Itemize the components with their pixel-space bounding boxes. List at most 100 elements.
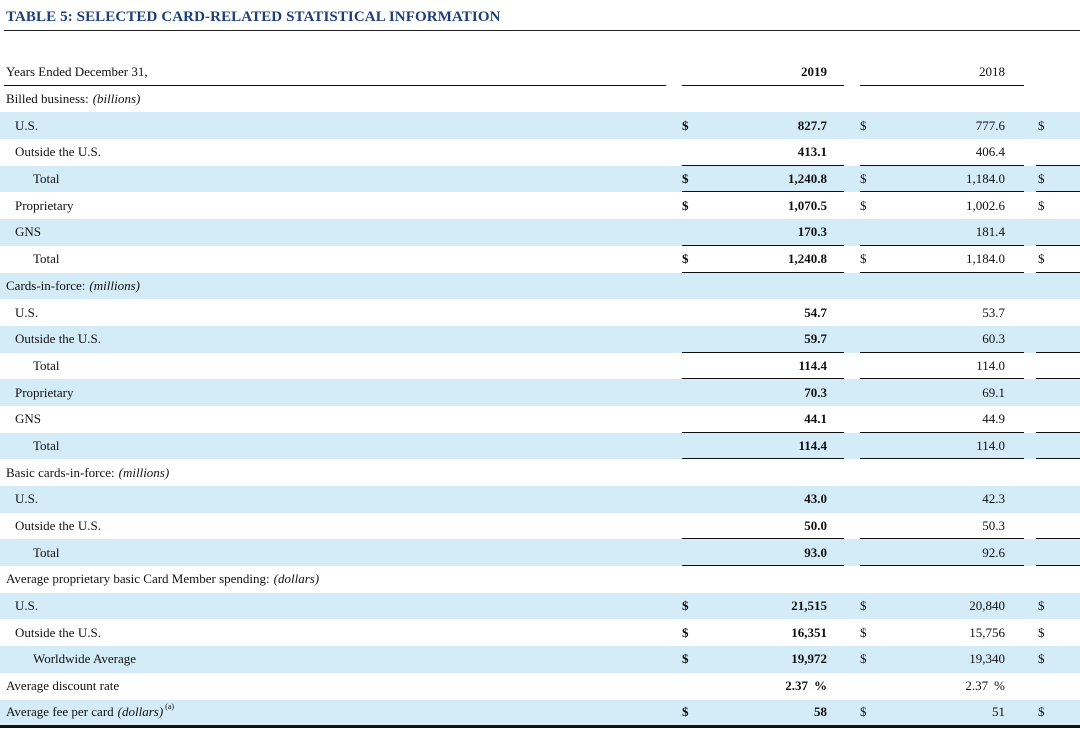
value-2019-number: 1,240.8 <box>788 251 827 267</box>
row-label-text: Outside the U.S. <box>15 518 101 534</box>
value-2018-number: 92.6 <box>982 544 1005 560</box>
header-label: Years Ended December 31, <box>6 64 148 80</box>
value-2018: 20,840 <box>860 593 1024 620</box>
row-label-text: Worldwide Average <box>33 651 137 667</box>
value-2018-number: 20,840 <box>969 598 1005 614</box>
value-2019: 827.7 <box>682 112 844 139</box>
header-divider-2018 <box>860 84 1024 86</box>
value-2018-number: 777.6 <box>975 117 1005 133</box>
subtotal-rule <box>860 271 1024 273</box>
row-label-text: Outside the U.S. <box>15 331 101 347</box>
value-2019-number: 19,972 <box>791 651 827 667</box>
subtotal-rule <box>860 458 1024 460</box>
row-label: Proprietary <box>15 379 73 406</box>
value-2018: 50.3 <box>860 513 1024 540</box>
dollar-sign-next: $ <box>1038 624 1045 640</box>
value-2018-number: 60.3 <box>982 331 1005 347</box>
row-label-text: U.S. <box>15 304 39 320</box>
row-label-text: Average discount rate <box>6 678 120 694</box>
table-row-fee-per-card: Average fee per card (dollars) (a) $ $ $58 51 <box>0 699 1080 728</box>
subtotal-rule <box>1036 191 1080 193</box>
row-label-text: Total <box>33 437 60 453</box>
value-2018: 42.3 <box>860 486 1024 513</box>
row-label-unit: (millions) <box>118 464 170 480</box>
value-2019: 21,515 <box>682 593 844 620</box>
row-label-text: Total <box>33 251 60 267</box>
value-2019-number: 1,070.5 <box>788 197 827 213</box>
value-2019-number: 413.1 <box>797 144 827 160</box>
value-2018-number: 181.4 <box>975 224 1005 240</box>
value-2018-number: 19,340 <box>969 651 1005 667</box>
row-label-text: Total <box>33 357 60 373</box>
dollar-sign-next: $ <box>1038 251 1045 267</box>
header-2018: 2018 <box>979 64 1005 80</box>
value-2019-number: 54.7 <box>804 304 827 320</box>
table-row-cards-total-2: Total 114.4 114.0 <box>0 432 1080 460</box>
row-label-text: Outside the U.S. <box>15 624 101 640</box>
table-row-cards-us: U.S. 54.7 53.7 <box>0 299 1080 326</box>
dollar-sign-2018: $ <box>860 651 867 667</box>
dollar-sign-2019: $ <box>682 704 689 719</box>
title-divider <box>4 30 1080 31</box>
value-2018: 1,002.6 <box>860 192 1024 219</box>
row-label-text: Proprietary <box>15 384 74 400</box>
row-label: Average discount rate <box>6 673 119 700</box>
row-label-text: Total <box>33 544 60 560</box>
row-label-text: Basic cards-in-force: <box>6 464 115 480</box>
value-2019: 54.7 <box>682 299 844 326</box>
table-row-cards-total: Total 114.4 114.0 <box>0 353 1080 380</box>
value-2018: 53.7 <box>860 299 1024 326</box>
subtotal-rule <box>682 271 844 273</box>
row-label-text: GNS <box>15 224 42 240</box>
subtotal-rule <box>682 164 844 166</box>
subtotal-rule <box>1036 458 1080 460</box>
value-2019: 44.1 <box>682 406 844 433</box>
value-2019-number: 16,351 <box>791 624 827 640</box>
value-2019: 413.1 <box>682 139 844 166</box>
value-2019-number: 1,240.8 <box>788 171 827 187</box>
table-row-billed-total: Total $ $ $1,240.8 1,184.0 <box>0 165 1080 193</box>
value-2019: 1,070.5 <box>682 192 844 219</box>
value-2019: 58 <box>682 700 844 725</box>
table-row-cards-proprietary: Proprietary 70.3 69.1 <box>0 379 1080 406</box>
subtotal-rule <box>1036 271 1080 273</box>
subtotal-rule <box>860 351 1024 353</box>
subtotal-rule <box>682 351 844 353</box>
value-2018: 69.1 <box>860 379 1024 406</box>
row-label: Cards-in-force: (millions) <box>6 273 140 300</box>
dollar-sign-next: $ <box>1038 598 1045 614</box>
value-2019: 19,972 <box>682 646 844 673</box>
dollar-sign-2019: $ <box>682 117 689 133</box>
value-2018: 19,340 <box>860 646 1024 673</box>
table-row-billed-business-heading: Billed business: (billions) <box>0 86 1080 113</box>
table-row-basic-us: U.S. 43.0 42.3 <box>0 486 1080 513</box>
subtotal-rule <box>860 538 1024 540</box>
value-2019-number: 50.0 <box>804 518 827 534</box>
table-row-spending-heading: Average proprietary basic Card Member sp… <box>0 566 1080 593</box>
value-2019: 50.0 <box>682 513 844 540</box>
value-2018: 181.4 <box>860 219 1024 246</box>
table-row-basic-total: Total 93.0 92.6 <box>0 539 1080 567</box>
row-label-text: Billed business: <box>6 91 89 107</box>
dollar-sign-next: $ <box>1038 651 1045 667</box>
dollar-sign-next: $ <box>1038 704 1045 719</box>
row-label: GNS <box>15 406 41 433</box>
value-2019-number: 21,515 <box>791 598 827 614</box>
subtotal-rule <box>682 458 844 460</box>
row-label-text: Proprietary <box>15 197 74 213</box>
header-divider <box>4 84 666 86</box>
table-body: Billed business: (billions) U.S. $ $ $827.7 77… <box>0 86 1080 728</box>
row-label-unit: (dollars) <box>273 571 320 587</box>
row-label: U.S. <box>15 299 38 326</box>
value-2019: 114.4 <box>682 433 844 460</box>
subtotal-rule <box>860 378 1024 380</box>
value-2019-number: 59.7 <box>804 331 827 347</box>
row-label-text: U.S. <box>15 491 39 507</box>
value-2018-number: 1,184.0 <box>966 251 1005 267</box>
row-label-text: Average fee per card <box>6 704 114 719</box>
table-row-basic-outside-us: Outside the U.S. 50.0 50.3 <box>0 513 1080 540</box>
row-label-unit: (dollars) <box>117 704 164 719</box>
value-2018-number: 44.9 <box>982 411 1005 427</box>
value-2018: 2.37% <box>860 673 1024 700</box>
dollar-sign-2019: $ <box>682 598 689 614</box>
